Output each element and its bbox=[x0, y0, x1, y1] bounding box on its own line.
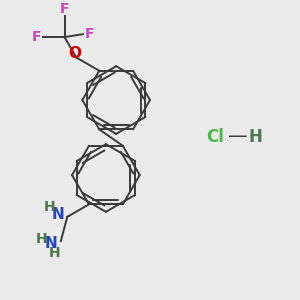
Text: H: H bbox=[249, 128, 263, 146]
Text: H: H bbox=[36, 232, 47, 246]
Text: F: F bbox=[60, 2, 69, 16]
Text: —: — bbox=[228, 127, 248, 146]
Text: H: H bbox=[49, 246, 61, 260]
Text: H: H bbox=[43, 200, 55, 214]
Text: F: F bbox=[85, 27, 94, 41]
Text: F: F bbox=[32, 30, 42, 44]
Text: O: O bbox=[68, 46, 81, 62]
Text: Cl: Cl bbox=[206, 128, 224, 146]
Text: N: N bbox=[45, 236, 58, 251]
Text: N: N bbox=[52, 207, 64, 222]
